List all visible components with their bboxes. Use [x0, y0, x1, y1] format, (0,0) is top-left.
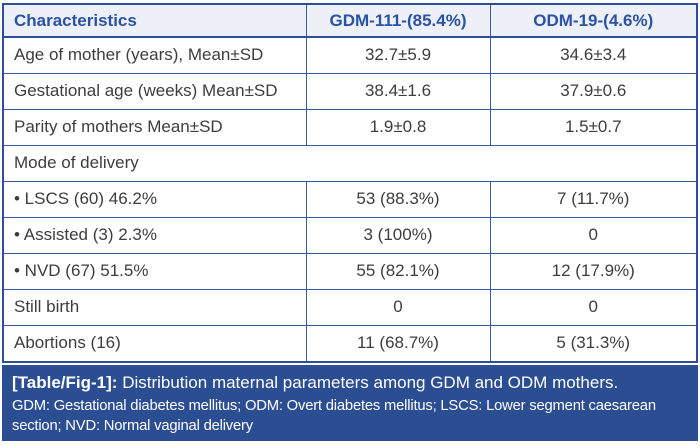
- gdm-value: 3 (100%): [305, 216, 490, 253]
- row-label: • NVD (67) 51.5%: [4, 252, 306, 289]
- table-caption: [Table/Fig-1]: Distribution maternal par…: [2, 365, 698, 441]
- row-label: • Assisted (3) 2.3%: [4, 216, 306, 253]
- row-label: • LSCS (60) 46.2%: [4, 180, 306, 217]
- caption-tag: [Table/Fig-1]:: [12, 373, 118, 392]
- table-row-assisted: • Assisted (3) 2.3% 3 (100%) 0: [4, 216, 696, 253]
- odm-value: 0: [489, 216, 696, 253]
- odm-value: 37.9±0.6: [489, 72, 696, 109]
- row-label: Parity of mothers Mean±SD: [4, 108, 306, 145]
- gdm-value: 53 (88.3%): [305, 180, 490, 217]
- gdm-value: 32.7±5.9: [305, 37, 490, 73]
- row-label: Abortions (16): [4, 324, 306, 361]
- table-header: Characteristics GDM-111-(85.4%) ODM-19-(…: [4, 5, 696, 38]
- odm-value: 5 (31.3%): [489, 324, 696, 361]
- gdm-value: 55 (82.1%): [305, 252, 490, 289]
- header-characteristics: Characteristics: [4, 5, 306, 38]
- table-row-still-birth: Still birth 0 0: [4, 288, 696, 325]
- gdm-value: 0: [305, 288, 490, 325]
- caption-title: Distribution maternal parameters among G…: [122, 373, 619, 392]
- section-label: Mode of delivery: [4, 144, 696, 181]
- table-row-parity: Parity of mothers Mean±SD 1.9±0.8 1.5±0.…: [4, 108, 696, 145]
- odm-value: 12 (17.9%): [489, 252, 696, 289]
- header-odm-column: ODM-19-(4.6%): [489, 5, 696, 38]
- table-row-gestational-age: Gestational age (weeks) Mean±SD 38.4±1.6…: [4, 72, 696, 109]
- table-row-nvd: • NVD (67) 51.5% 55 (82.1%) 12 (17.9%): [4, 252, 696, 289]
- odm-value: 1.5±0.7: [489, 108, 696, 145]
- gdm-value: 1.9±0.8: [305, 108, 490, 145]
- odm-value: 34.6±3.4: [489, 37, 696, 73]
- header-gdm-column: GDM-111-(85.4%): [305, 5, 490, 38]
- row-label: Gestational age (weeks) Mean±SD: [4, 72, 306, 109]
- table-frame: Characteristics GDM-111-(85.4%) ODM-19-(…: [2, 3, 698, 363]
- table-body: Age of mother (years), Mean±SD 32.7±5.9 …: [4, 37, 696, 361]
- section-row-mode-of-delivery: Mode of delivery: [4, 144, 696, 181]
- odm-value: 0: [489, 288, 696, 325]
- table-row-lscs: • LSCS (60) 46.2% 53 (88.3%) 7 (11.7%): [4, 180, 696, 217]
- gdm-value: 11 (68.7%): [305, 324, 490, 361]
- table-row-age: Age of mother (years), Mean±SD 32.7±5.9 …: [4, 37, 696, 73]
- gdm-value: 38.4±1.6: [305, 72, 490, 109]
- row-label: Still birth: [4, 288, 306, 325]
- caption-footnote: GDM: Gestational diabetes mellitus; ODM:…: [12, 398, 656, 434]
- maternal-parameters-table: Characteristics GDM-111-(85.4%) ODM-19-(…: [4, 5, 696, 361]
- header-row: Characteristics GDM-111-(85.4%) ODM-19-(…: [4, 5, 696, 38]
- row-label: Age of mother (years), Mean±SD: [4, 37, 306, 73]
- caption-title-line: [Table/Fig-1]: Distribution maternal par…: [12, 372, 688, 394]
- table-row-abortions: Abortions (16) 11 (68.7%) 5 (31.3%): [4, 324, 696, 361]
- odm-value: 7 (11.7%): [489, 180, 696, 217]
